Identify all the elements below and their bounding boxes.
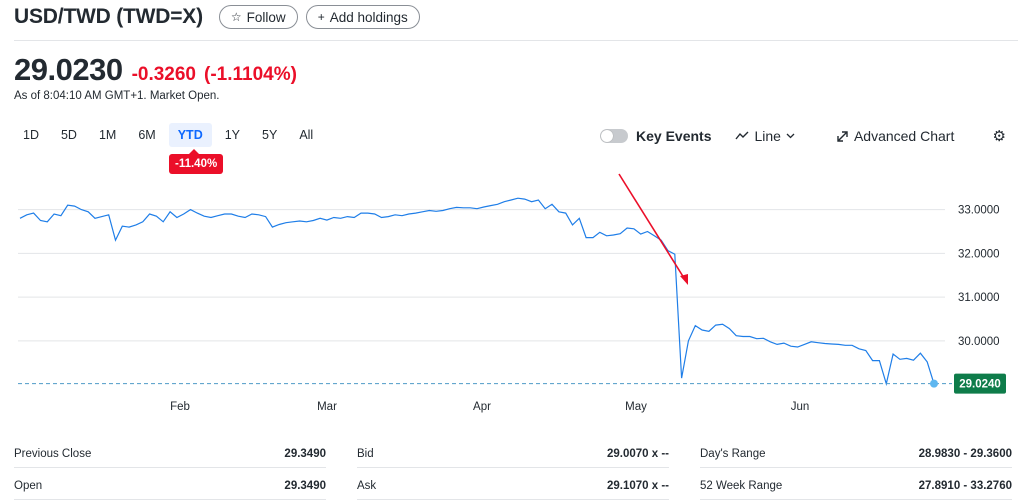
current-price-badge: 29.0240 xyxy=(954,373,1006,394)
tab-6m[interactable]: 6M xyxy=(138,128,156,142)
price-change-percent: (-1.1104%) xyxy=(204,64,297,85)
y-tick-label: 32.0000 xyxy=(958,248,1000,260)
stat-value: 29.3490 xyxy=(284,480,326,492)
stat-value: 28.9830 - 29.3600 xyxy=(918,448,1012,460)
stat-label: Open xyxy=(14,480,43,492)
stat-days-range: Day's Range 28.9830 - 29.3600 xyxy=(700,440,1012,468)
current-price-badge-text: 29.0240 xyxy=(959,379,1001,391)
price-line xyxy=(19,197,935,387)
quote-stats: Previous Close 29.3490 Bid 29.0070 x -- … xyxy=(14,440,1018,504)
gear-icon[interactable]: ⚙ xyxy=(992,128,1006,145)
current-price: 29.0230 xyxy=(14,52,123,87)
stat-label: 52 Week Range xyxy=(700,480,783,492)
advanced-chart-button[interactable]: Advanced Chart xyxy=(837,128,954,144)
quote-header: USD/TWD (TWD=X) ☆ Follow + Add holdings xyxy=(14,4,1024,30)
x-tick-label: Mar xyxy=(317,401,337,413)
key-events-toggle[interactable] xyxy=(600,129,628,143)
stat-label: Previous Close xyxy=(14,448,92,460)
line-label: Line xyxy=(754,128,781,144)
stat-value: 29.1070 x -- xyxy=(606,480,669,492)
chevron-down-icon xyxy=(786,133,795,139)
stat-bid: Bid 29.0070 x -- xyxy=(357,440,669,468)
expand-icon xyxy=(837,130,848,142)
stat-label: Day's Range xyxy=(700,448,766,460)
x-tick-label: Feb xyxy=(170,401,190,413)
price-chart[interactable]: 33.0000 32.0000 31.0000 30.0000 Feb Mar Apr Ma… xyxy=(0,168,1024,418)
price-change: -0.3260 xyxy=(131,64,197,85)
current-price-dot xyxy=(930,379,938,388)
price-row: 29.0230 -0.3260 (-1.1104%) xyxy=(14,52,305,88)
tab-all[interactable]: All xyxy=(299,128,314,142)
tab-5d[interactable]: 5D xyxy=(60,128,77,142)
tab-1d[interactable]: 1D xyxy=(23,128,39,142)
line-chart-icon xyxy=(735,131,749,140)
stat-value: 29.0070 x -- xyxy=(606,448,669,460)
stats-row: Previous Close 29.3490 Bid 29.0070 x -- … xyxy=(14,440,1018,472)
advanced-chart-label: Advanced Chart xyxy=(853,128,955,144)
ticker-title: USD/TWD (TWD=X) xyxy=(14,5,203,28)
plus-icon: + xyxy=(317,10,325,24)
x-tick-label: Jun xyxy=(791,401,810,413)
tab-ytd[interactable]: YTD xyxy=(168,123,212,147)
x-tick-label: Apr xyxy=(473,401,491,413)
add-holdings-label: Add holdings xyxy=(329,9,408,25)
tab-5y[interactable]: 5Y xyxy=(262,128,278,142)
stat-52-week-range: 52 Week Range 27.8910 - 33.2760 xyxy=(700,472,1012,500)
x-tick-label: May xyxy=(625,401,647,413)
stat-ask: Ask 29.1070 x -- xyxy=(357,472,669,500)
stat-label: Ask xyxy=(357,480,377,492)
stat-previous-close: Previous Close 29.3490 xyxy=(14,440,326,468)
chart-type-dropdown[interactable]: Line xyxy=(735,128,795,144)
stats-row: Open 29.3490 Ask 29.1070 x -- 52 Week Ra… xyxy=(14,472,1018,504)
stat-open: Open 29.3490 xyxy=(14,472,326,500)
chart-controls: Key Events Line Advanced Chart ⚙ xyxy=(600,126,1006,146)
range-tabs: 1D 5D 1M 6M YTD 1Y 5Y All xyxy=(14,123,326,147)
y-tick-label: 30.0000 xyxy=(958,336,1000,348)
star-icon: ☆ xyxy=(230,10,242,24)
follow-label: Follow xyxy=(246,9,286,25)
stat-value: 27.8910 - 33.2760 xyxy=(918,480,1012,492)
y-tick-label: 33.0000 xyxy=(958,205,1000,217)
tab-1y[interactable]: 1Y xyxy=(224,128,241,142)
y-tick-label: 31.0000 xyxy=(958,292,1000,304)
follow-button[interactable]: ☆ Follow xyxy=(218,5,298,29)
as-of-timestamp: As of 8:04:10 AM GMT+1. Market Open. xyxy=(14,90,220,102)
toggle-knob xyxy=(601,130,613,142)
stat-value: 29.3490 xyxy=(284,448,326,460)
add-holdings-button[interactable]: + Add holdings xyxy=(305,5,420,29)
tab-1m[interactable]: 1M xyxy=(98,128,117,142)
ytd-change-badge: -11.40% xyxy=(169,149,224,174)
annotation-arrow xyxy=(618,173,688,285)
header-divider xyxy=(14,40,1018,41)
key-events-label: Key Events xyxy=(636,128,712,144)
stat-label: Bid xyxy=(357,448,374,460)
